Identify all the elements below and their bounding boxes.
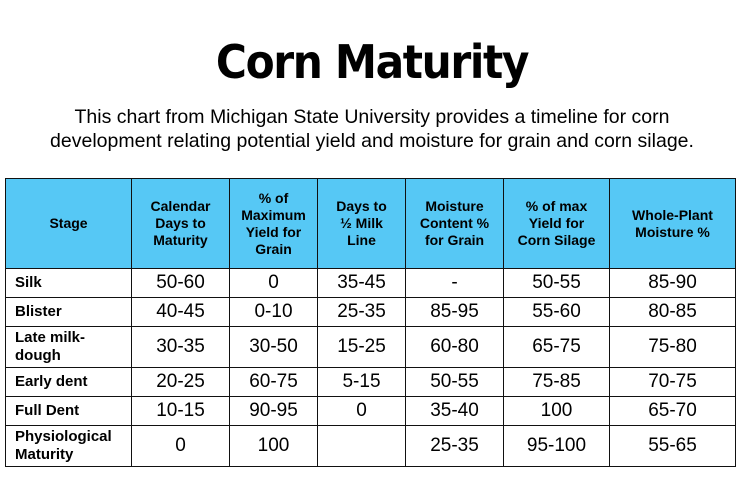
table-cell: 50-60 (131, 268, 230, 298)
stage-cell: Silk (5, 268, 132, 298)
stage-label: Early dent (15, 373, 88, 390)
stage-cell: Full Dent (5, 396, 132, 426)
table-row: Full Dent 10-15 90-95 0 35-40 100 65-70 (5, 396, 736, 426)
column-header-line: % of max (525, 198, 588, 214)
table-cell: 10-15 (131, 396, 230, 426)
column-header-line: Corn Silage (517, 232, 596, 248)
stage-label: Silk (15, 274, 42, 291)
column-header-line: Calendar (150, 198, 211, 214)
table-cell: 100 (503, 396, 610, 426)
table-row: Blister 40-45 0-10 25-35 85-95 55-60 80-85 (5, 297, 736, 327)
column-header-line: for Grain (424, 232, 485, 248)
column-header: % of Maximum Yield for Grain (229, 178, 318, 269)
table-cell: 5-15 (317, 367, 406, 397)
column-header-line: Stage (49, 215, 88, 231)
table-cell: 85-95 (405, 297, 504, 327)
column-header-line: % of (258, 189, 289, 206)
stage-cell: Early dent (5, 367, 132, 397)
column-header-line: Maturity (153, 232, 208, 248)
column-header-line: Grain (255, 240, 292, 257)
table-cell: 50-55 (503, 268, 610, 298)
column-header-line: ½ Milk (340, 215, 383, 231)
table-cell: 90-95 (229, 396, 318, 426)
table-cell: 35-45 (317, 268, 406, 298)
column-header: Calendar Days to Maturity (131, 178, 230, 269)
stage-cell: Late milk-dough (5, 326, 132, 368)
column-header-line: Yield for (245, 223, 302, 240)
table-cell: 50-55 (405, 367, 504, 397)
column-header-line: Maximum (241, 206, 306, 223)
column-header-line: Yield for (528, 215, 585, 231)
table-cell: 30-50 (229, 326, 318, 368)
table-cell: 0 (229, 268, 318, 298)
table-cell: 60-75 (229, 367, 318, 397)
table-cell: 65-70 (609, 396, 736, 426)
table-cell: 25-35 (405, 425, 504, 467)
subtitle-line-2: development relating potential yield and… (50, 130, 694, 152)
stage-label: Maturity (15, 446, 74, 463)
column-header: Whole-Plant Moisture % (609, 178, 736, 269)
stage-cell: Physiological Maturity (5, 425, 132, 467)
column-header: Days to ½ Milk Line (317, 178, 406, 269)
table-cell: 55-65 (609, 425, 736, 467)
column-header-line: Line (347, 232, 376, 248)
stage-label: Blister (15, 303, 62, 320)
subtitle-line-1: This chart from Michigan State Universit… (74, 106, 670, 128)
table-header-row: Stage Calendar Days to Maturity% of Maximum Y… (5, 178, 736, 269)
stage-label: Physiological (15, 428, 112, 445)
table-cell: 0 (317, 396, 406, 426)
table-cell: 20-25 (131, 367, 230, 397)
stage-cell: Blister (5, 297, 132, 327)
table-cell: 25-35 (317, 297, 406, 327)
table-cell: 85-90 (609, 268, 736, 298)
corn-maturity-table: Stage Calendar Days to Maturity% of Maximum Y… (5, 178, 736, 467)
table-cell: 0 (131, 425, 230, 467)
column-header-line: Moisture (425, 198, 484, 214)
column-header: Moisture Content % for Grain (405, 178, 504, 269)
table-cell: - (405, 268, 504, 298)
table-row: Early dent 20-25 60-75 5-15 50-55 75-85 70-75 (5, 367, 736, 397)
table-cell: 60-80 (405, 326, 504, 368)
table-cell: 95-100 (503, 425, 610, 467)
table-cell: 70-75 (609, 367, 736, 397)
table-cell: 75-85 (503, 367, 610, 397)
table-cell: 0-10 (229, 297, 318, 327)
table-cell: 75-80 (609, 326, 736, 368)
table-cell (317, 425, 406, 467)
table-body: Silk 50-60 0 35-45-50-55 85-90 Blister 40-45 0-… (5, 268, 736, 467)
table-cell: 15-25 (317, 326, 406, 368)
column-header: % of max Yield for Corn Silage (503, 178, 610, 269)
stage-label: dough (15, 347, 61, 364)
table-cell: 30-35 (131, 326, 230, 368)
table-cell: 55-60 (503, 297, 610, 327)
stage-label: Late milk- (15, 329, 86, 346)
table-cell: 100 (229, 425, 318, 467)
column-header-line: Whole-Plant (632, 206, 713, 223)
column-header-line: Moisture % (635, 223, 710, 240)
page-title: Corn Maturity (215, 35, 530, 89)
column-header-line: Content % (419, 215, 490, 231)
table-cell: 80-85 (609, 297, 736, 327)
column-header-line: Days to (155, 215, 206, 231)
table-cell: 65-75 (503, 326, 610, 368)
table-cell: 35-40 (405, 396, 504, 426)
table-row: Physiological Maturity 0 100 25-35 95-100 55-6… (5, 425, 736, 467)
table-row: Late milk-dough 30-35 30-50 15-25 60-80 65-75… (5, 326, 736, 368)
chart-description: This chart from Michigan State Universit… (20, 105, 724, 153)
column-header-line: Days to (336, 198, 387, 214)
table-cell: 40-45 (131, 297, 230, 327)
table-row: Silk 50-60 0 35-45-50-55 85-90 (5, 268, 736, 298)
stage-label: Full Dent (15, 402, 80, 419)
column-header: Stage (5, 178, 132, 269)
